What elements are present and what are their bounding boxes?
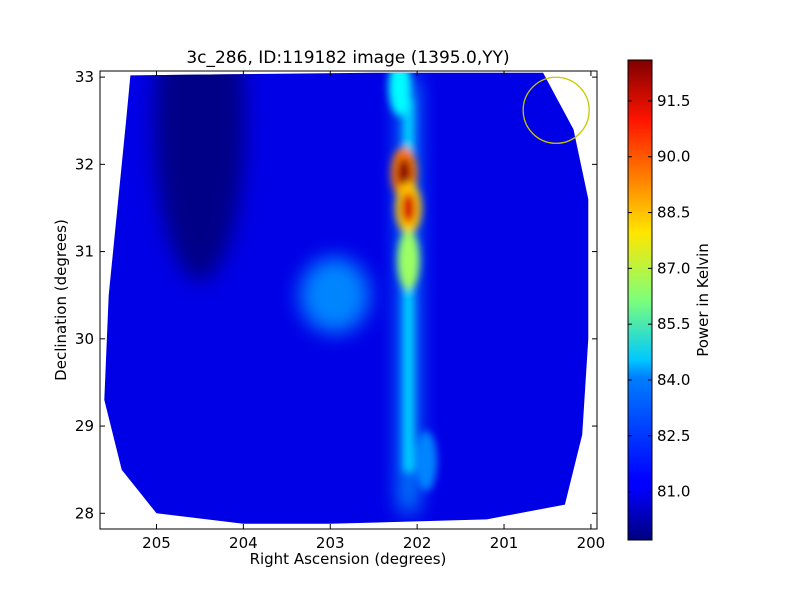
blob-feature — [414, 430, 437, 491]
colorbar-tick-label: 87.0 — [657, 259, 690, 277]
blob-feature — [299, 257, 370, 334]
chart-title: 3c_286, ID:119182 image (1395.0,YY) — [186, 48, 509, 68]
colorbar-label: Power in Kelvin — [694, 243, 712, 357]
x-tick-label: 205 — [142, 534, 171, 552]
colorbar-ticks: 81.0 82.5 84.0 85.5 87.0 88.5 90.0 91.5 — [628, 92, 690, 501]
x-axis-ticks: 205 204 203 202 201 200 — [142, 71, 605, 552]
x-tick-label: 202 — [403, 534, 432, 552]
peak-feature — [401, 192, 416, 223]
axes-frame — [99, 70, 598, 530]
x-axis-label: Right Ascension (degrees) — [250, 550, 447, 568]
trough-feature — [154, 72, 245, 281]
colorbar-tick-label: 90.0 — [657, 148, 690, 166]
colorbar-tick-label: 91.5 — [657, 92, 690, 110]
beam-circle — [522, 76, 590, 144]
y-tick-label: 31 — [75, 243, 94, 261]
y-tick-label: 32 — [75, 155, 94, 173]
y-axis-label: Declination (degrees) — [52, 219, 70, 381]
colorbar-tick-label: 81.0 — [657, 483, 690, 501]
colorbar-gradient — [628, 60, 652, 540]
y-tick-label: 28 — [75, 504, 94, 522]
colorbar-tick-label: 82.5 — [657, 427, 690, 445]
y-tick-label: 30 — [75, 330, 94, 348]
x-tick-label: 200 — [577, 534, 606, 552]
x-tick-label: 201 — [490, 534, 519, 552]
peak-feature — [397, 158, 412, 189]
colorbar-tick-label: 88.5 — [657, 204, 690, 222]
colorbar: 81.0 82.5 84.0 85.5 87.0 88.5 90.0 91.5 Power i… — [627, 59, 712, 541]
y-axis-ticks: 28 29 30 31 32 33 — [75, 68, 597, 522]
blob-feature — [388, 72, 411, 116]
y-tick-label: 33 — [75, 68, 94, 86]
y-tick-label: 29 — [75, 417, 94, 435]
plot-area: 205 204 203 202 201 200 28 29 30 31 32 33 — [75, 68, 605, 552]
heatmap-image — [104, 72, 589, 524]
x-tick-label: 203 — [316, 534, 345, 552]
colorbar-tick-label: 85.5 — [657, 315, 690, 333]
blob-feature — [397, 230, 420, 291]
coverage-footprint — [104, 72, 589, 524]
colorbar-tick-label: 84.0 — [657, 371, 690, 389]
colorbar-frame — [627, 59, 653, 541]
x-tick-label: 204 — [229, 534, 258, 552]
